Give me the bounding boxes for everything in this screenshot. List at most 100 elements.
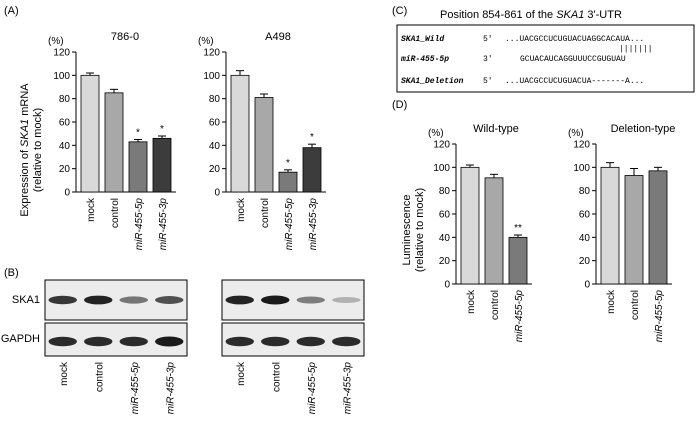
western-blots <box>44 279 365 357</box>
bar-control <box>484 177 504 285</box>
bar-miR-455-5p <box>648 170 668 285</box>
x-tick-label: miR-455-5p <box>654 290 665 343</box>
x-tick-label: miR-455-3p <box>308 198 319 251</box>
blot-band <box>119 336 148 347</box>
significance-marker: ** <box>514 223 522 234</box>
y-tick-label: 0 <box>64 188 70 199</box>
x-tick-label: control <box>110 198 121 228</box>
align-label-wild: SKA1_Wild <box>401 35 444 44</box>
y-tick-label: 20 <box>439 256 451 267</box>
x-tick-label: miR-455-5p <box>514 290 525 343</box>
y-tick-label: 20 <box>579 256 591 267</box>
panel-d-ylabel-1: Luminescence <box>401 195 413 266</box>
chart-wild-type: Wild-type (%) 0 20 40 60 80 100 120 mock control **… <box>428 123 532 342</box>
x-tick-label: mock <box>466 289 477 314</box>
y-tick-label: 80 <box>439 186 451 197</box>
y-tick-label: 40 <box>59 141 71 152</box>
chart-786-0: 786-0 (%) 0 20 40 60 80 100 120 mock control * miR-4… <box>48 31 176 250</box>
blot-lane-label: control <box>271 362 282 392</box>
y-tick-label: 100 <box>53 71 70 82</box>
x-tick-label: mock <box>86 197 97 222</box>
y-tick-label: 60 <box>209 118 221 129</box>
blot-band <box>261 336 290 347</box>
blot-band <box>48 336 77 347</box>
y-tick-label: 0 <box>214 188 220 199</box>
blot-lane-label: control <box>94 362 105 392</box>
chart-a498: A498 (%) 0 20 40 60 80 100 120 mock control * miR-45… <box>198 31 326 250</box>
chart-title: Wild-type <box>473 123 519 135</box>
blot-band <box>225 295 254 305</box>
blot-label-ska1: SKA1 <box>12 294 40 306</box>
y-tick-label: 40 <box>439 233 451 244</box>
blot-band <box>48 295 77 305</box>
align-seq-deletion: ...UACGCCUCUGUACUA-------A... <box>505 77 644 86</box>
significance-marker: * <box>310 132 314 143</box>
panel-letter-c: (C) <box>392 5 407 17</box>
y-tick-label: 60 <box>59 118 71 129</box>
chart-deletion-type: Deletion-type (%) 0 20 40 60 80 100 120 mock contr… <box>568 123 675 342</box>
y-tick-label: 100 <box>573 163 590 174</box>
x-tick-label: control <box>260 198 271 228</box>
x-tick-label: miR-455-5p <box>284 198 295 251</box>
blot-band <box>332 297 361 303</box>
x-tick-label: control <box>490 290 501 320</box>
y-tick-label: 20 <box>209 164 221 175</box>
y-tick-label: 100 <box>433 163 450 174</box>
blot-lane-label: miR-455-3p <box>165 362 176 415</box>
blot-band <box>296 336 325 347</box>
blot-band <box>225 336 254 347</box>
align-label-deletion: SKA1_Deletion <box>401 77 464 86</box>
x-tick-label: control <box>630 290 641 320</box>
blot-lane-labels: mock control miR-455-5p miR-455-3p mock contr… <box>59 361 354 414</box>
blot-lane-label: miR-455-3p <box>342 362 353 415</box>
bar-mock <box>600 166 620 285</box>
unit-label: (%) <box>568 128 584 139</box>
blot-band <box>155 296 184 304</box>
bar-control <box>254 97 274 193</box>
blot-lane-label: mock <box>59 361 70 386</box>
unit-label: (%) <box>198 36 214 47</box>
align-end-deletion: 5' <box>483 77 493 86</box>
y-tick-label: 0 <box>444 280 450 291</box>
bar-miR-455-3p <box>152 137 172 193</box>
y-tick-label: 120 <box>433 140 450 151</box>
align-end-mir: 3' <box>483 55 493 64</box>
y-tick-label: 120 <box>573 140 590 151</box>
bar-mock <box>80 74 100 193</box>
y-tick-label: 40 <box>579 233 591 244</box>
align-pairing-lines: ||||||| <box>619 45 653 54</box>
y-tick-label: 100 <box>203 71 220 82</box>
blot-band <box>155 336 184 347</box>
blot-band <box>296 296 325 304</box>
panel-a-ylabel-2: (relative to mock) <box>32 108 44 192</box>
bar-miR-455-5p <box>128 141 148 193</box>
y-tick-label: 20 <box>59 164 71 175</box>
x-tick-label: mock <box>236 197 247 222</box>
alignment-box <box>396 24 695 93</box>
panel-letter-d: (D) <box>392 99 407 111</box>
significance-marker: * <box>286 158 290 169</box>
panel-d-ylabel-2: (relative to mock) <box>414 188 426 272</box>
panel-letter-b: (B) <box>4 267 19 279</box>
align-seq-mir: GCUACAUCAGGUUUCCGUGUAU <box>520 55 626 64</box>
y-tick-label: 80 <box>59 94 71 105</box>
blot-band <box>84 336 113 347</box>
significance-marker: * <box>160 124 164 135</box>
chart-title: 786-0 <box>111 31 139 43</box>
alignment-title: Position 854-861 of the SKA1 3'-UTR <box>440 9 622 21</box>
align-label-mir: miR-455-5p <box>400 55 449 64</box>
y-tick-label: 60 <box>579 210 591 221</box>
bar-control <box>104 92 124 193</box>
y-tick-label: 80 <box>209 94 221 105</box>
chart-title: A498 <box>265 31 291 43</box>
bar-miR-455-3p <box>302 147 322 193</box>
align-seq-wild: ...UACGCCUCUGUACUAGGCACAUA... <box>505 35 644 44</box>
y-tick-label: 80 <box>579 186 591 197</box>
blot-band <box>332 336 361 347</box>
align-end-wild: 5' <box>483 35 493 44</box>
panel-a-ylabel-1: Expression of SKA1 mRNA <box>19 83 31 217</box>
y-tick-label: 120 <box>53 48 70 59</box>
y-tick-label: 0 <box>584 280 590 291</box>
significance-marker: * <box>136 128 140 139</box>
